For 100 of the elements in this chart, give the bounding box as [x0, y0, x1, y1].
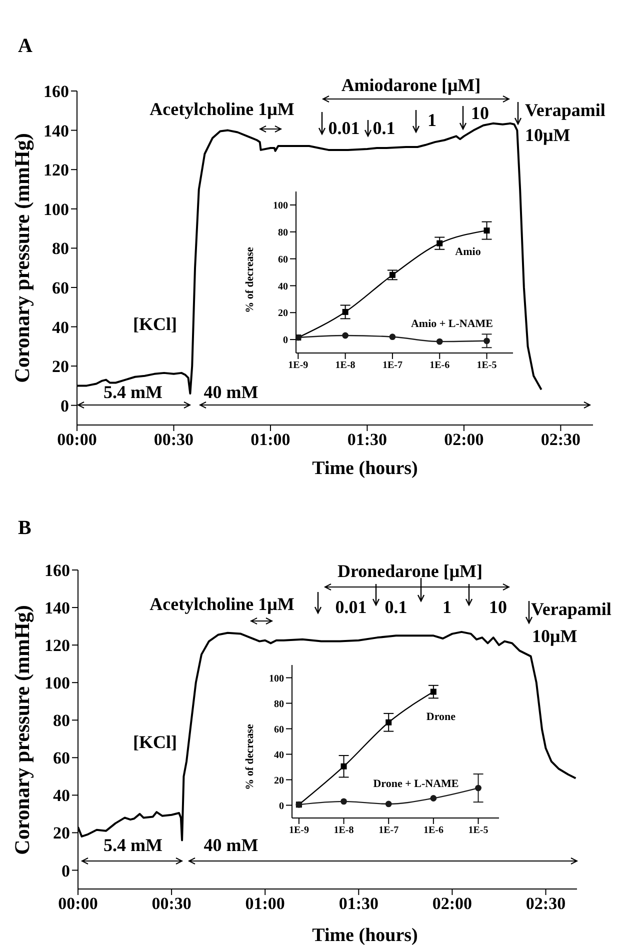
x-tick-label: 1E-5: [476, 360, 497, 372]
annotation: Verapamil: [531, 599, 612, 619]
x-tick-label: 01:30: [338, 894, 378, 914]
y-tick-label: 140: [44, 121, 69, 140]
annotation: 0.1: [372, 118, 396, 138]
annotation: 40 mM: [204, 382, 258, 402]
annotation: 0.01: [335, 597, 367, 617]
y-tick-label: 40: [53, 786, 70, 806]
annotation: Dronedarone [μM]: [337, 561, 483, 581]
x-tick-label: 00:30: [152, 894, 192, 914]
y-axis-title: Coronary pressure (mmHg): [10, 133, 34, 383]
annotation: Verapamil: [525, 100, 606, 120]
y-tick-label: 20: [278, 308, 288, 320]
annotation: 5.4 mM: [104, 382, 162, 402]
y-tick-label: 100: [269, 673, 284, 684]
point: [385, 800, 392, 808]
y-axis-title: Coronary pressure (mmHg): [10, 605, 34, 855]
y-tick-label: 100: [44, 674, 70, 693]
series-label: Drone + L-NAME: [373, 778, 459, 790]
x-tick-label: 02:30: [526, 894, 566, 914]
annotation: 0.1: [384, 597, 408, 617]
y-tick-label: 100: [273, 200, 288, 212]
point: [389, 272, 396, 278]
x-tick-label: 01:00: [245, 894, 285, 914]
point: [475, 784, 482, 792]
x-tick-label: 02:00: [432, 894, 472, 914]
y-tick-label: 0: [279, 800, 284, 812]
y-tick-label: 60: [53, 748, 70, 768]
y-tick-label: 60: [274, 724, 284, 736]
annotation: [KCl]: [133, 314, 177, 334]
chart-title: B: [18, 517, 32, 539]
x-axis-title: Time (hours): [312, 925, 418, 945]
point: [389, 334, 396, 340]
point: [340, 763, 347, 770]
y-tick-label: 80: [274, 698, 284, 710]
y-tick-label: 40: [278, 281, 288, 292]
y-tick-label: 80: [278, 227, 288, 238]
y-tick-label: 120: [44, 160, 69, 180]
y-tick-label: 20: [52, 357, 69, 376]
x-tick-label: 1E-6: [430, 360, 450, 372]
x-tick-label: 1E-5: [468, 825, 488, 836]
point: [342, 308, 348, 315]
y-tick-label: 40: [274, 750, 284, 761]
annotation: [KCl]: [133, 732, 177, 752]
annotation: 10μM: [532, 626, 578, 646]
point: [436, 338, 443, 345]
x-tick-label: 00:00: [58, 894, 98, 914]
y-tick-label: 0: [283, 335, 288, 346]
y-axis-title: % of decrease: [244, 724, 256, 790]
annotation: 10: [489, 597, 507, 617]
series-label: Amio + L-NAME: [410, 318, 494, 330]
x-tick-label: 1E-8: [335, 360, 356, 372]
x-tick-label: 02:00: [444, 430, 484, 450]
x-axis-title: Time (hours): [312, 458, 418, 479]
y-tick-label: 40: [52, 318, 69, 337]
x-tick-label: 1E-9: [288, 825, 309, 836]
y-axis-title: % of decrease: [244, 247, 256, 313]
series-label: Amio: [455, 246, 482, 258]
annotation: 40 mM: [204, 835, 258, 855]
chart-title: A: [18, 35, 33, 57]
annotation: 5.4 mM: [104, 835, 162, 855]
annotation: Acetylcholine 1μM: [150, 594, 294, 614]
y-tick-label: 20: [53, 824, 70, 843]
point: [386, 719, 392, 726]
x-tick-label: 02:30: [540, 430, 581, 450]
y-tick-label: 0: [60, 396, 69, 416]
x-tick-label: 01:30: [347, 430, 388, 450]
y-tick-label: 80: [52, 239, 69, 258]
x-tick-label: 00:00: [57, 430, 97, 450]
point: [436, 240, 443, 246]
annotation: Acetylcholine 1μM: [150, 99, 294, 119]
x-tick-label: 1E-7: [382, 360, 402, 372]
annotation: 1: [442, 597, 452, 617]
x-tick-label: 1E-7: [378, 825, 399, 836]
point: [430, 688, 436, 695]
annotation: 0.01: [328, 118, 360, 138]
point: [430, 795, 437, 802]
x-tick-label: 1E-8: [334, 825, 354, 836]
y-tick-label: 20: [274, 775, 284, 786]
y-tick-label: 120: [44, 636, 70, 656]
point: [484, 338, 490, 344]
x-tick-label: 1E-9: [288, 360, 308, 372]
annotation: 10: [471, 103, 489, 123]
point: [340, 798, 347, 805]
y-tick-label: 80: [53, 711, 70, 730]
x-tick-label: 01:00: [250, 430, 290, 450]
x-tick-label: 1E-6: [423, 825, 444, 836]
annotation: 10μM: [525, 125, 570, 145]
y-tick-label: 100: [44, 200, 69, 219]
y-tick-label: 60: [52, 278, 69, 298]
y-tick-label: 160: [44, 561, 70, 580]
series-label: Drone: [426, 711, 456, 723]
x-tick-label: 00:30: [154, 430, 194, 450]
y-tick-label: 60: [278, 254, 288, 266]
point: [484, 228, 490, 234]
y-tick-label: 0: [62, 861, 70, 880]
y-tick-label: 160: [44, 82, 69, 102]
annotation: Amiodarone [μM]: [341, 75, 481, 95]
annotation: 1: [428, 110, 436, 130]
y-tick-label: 140: [44, 598, 70, 618]
